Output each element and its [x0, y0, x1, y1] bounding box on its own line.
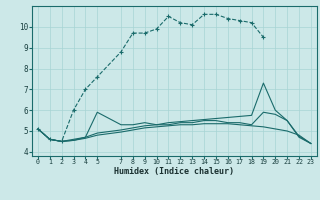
X-axis label: Humidex (Indice chaleur): Humidex (Indice chaleur) — [115, 167, 234, 176]
